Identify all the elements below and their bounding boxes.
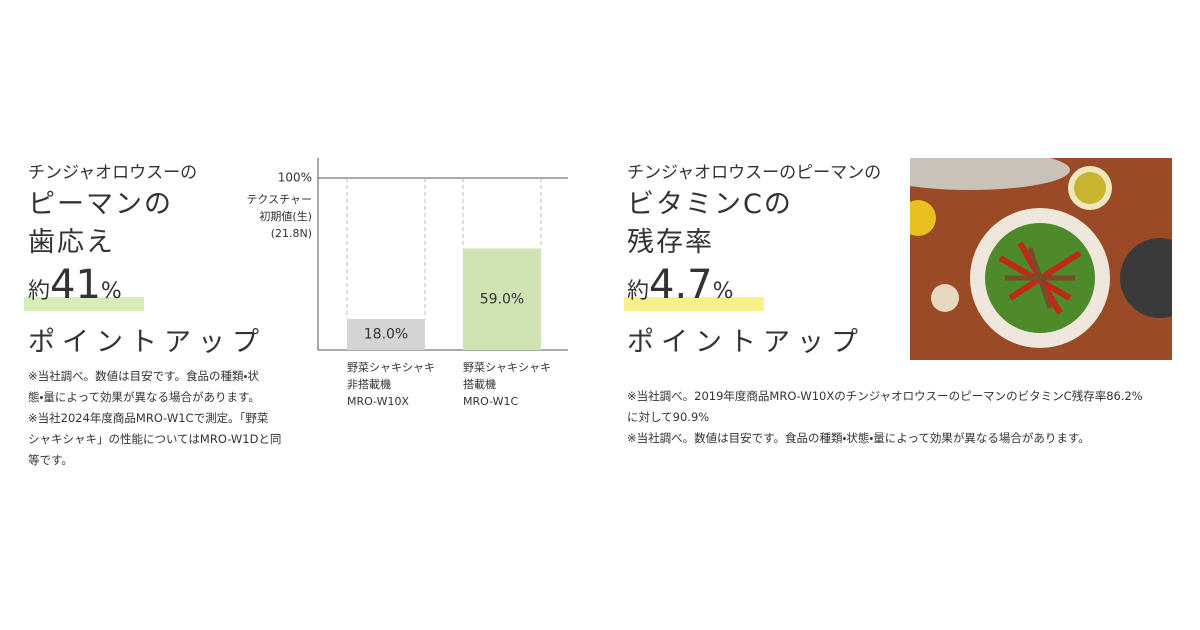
value-label: 18.0% — [364, 327, 408, 343]
x-tick-label: 搭載機 — [463, 378, 496, 391]
note-line: ※当社調べ。数値は目安です。食品の種類・状 — [28, 369, 259, 383]
y-axis-label: 初期値(生) — [259, 209, 312, 223]
note-line: に対して90.9% — [627, 410, 710, 424]
x-tick-label: MRO-W1C — [463, 395, 518, 408]
notes: ※当社調べ。2019年度商品MRO-W10Xのチンジャオロウスーのピーマンのビタ… — [627, 386, 1143, 449]
prefix: 約 — [627, 279, 650, 304]
unit: % — [712, 279, 734, 304]
tagline: ポイントアップ — [28, 327, 266, 358]
note-line: シャキシャキ」の性能についてはMRO-W1Dと同 — [28, 432, 282, 446]
stat: 約4.7% — [627, 262, 734, 308]
note-line: ※当社2024年度商品MRO-W1Cで測定。「野菜 — [28, 411, 269, 425]
heading: チンジャオロウスーのピーマンの — [627, 163, 882, 183]
highlight — [624, 297, 764, 311]
notes: ※当社調べ。数値は目安です。食品の種類・状 態・量によって効果が異なる場合がありま… — [28, 366, 281, 471]
chart: 100%テクスチャー初期値(生)(21.8N)18.0%野菜シャキシャキ非搭載機… — [246, 158, 568, 408]
highlight — [24, 297, 144, 311]
note-line: ※当社調べ。2019年度商品MRO-W10Xのチンジャオロウスーのピーマンのビタ… — [627, 389, 1143, 403]
bar — [463, 248, 541, 350]
heading: ピーマンの — [28, 189, 173, 220]
x-tick-label: 野菜シャキシャキ — [347, 361, 435, 374]
heading: チンジャオロウスーの — [28, 163, 198, 183]
number: 4.7 — [649, 262, 713, 308]
x-tick-label: MRO-W10X — [347, 395, 409, 408]
heading: 残存率 — [627, 227, 714, 258]
food-photo — [910, 158, 1172, 360]
value-label: 59.0% — [480, 291, 524, 307]
heading: ビタミンCの — [627, 189, 793, 220]
tagline: ポイントアップ — [627, 327, 865, 358]
number: 41 — [50, 262, 101, 308]
y-tick-label: 100% — [278, 171, 312, 185]
x-tick-label: 非搭載機 — [347, 378, 391, 391]
note-line: 態・量によって効果が異なる場合があります。 — [28, 390, 260, 404]
y-axis-label: テクスチャー — [246, 193, 312, 206]
x-tick-label: 野菜シャキシャキ — [463, 361, 551, 374]
y-axis-label: (21.8N) — [271, 227, 312, 240]
note-line: ※当社調べ。数値は目安です。食品の種類・状態・量によって効果が異なる場合がありま… — [627, 431, 1090, 445]
note-line: 等です。 — [28, 453, 73, 467]
unit: % — [100, 279, 122, 304]
bar — [347, 319, 425, 350]
stat: 約41% — [28, 262, 122, 308]
heading: 歯応え — [28, 227, 115, 258]
prefix: 約 — [28, 279, 51, 304]
